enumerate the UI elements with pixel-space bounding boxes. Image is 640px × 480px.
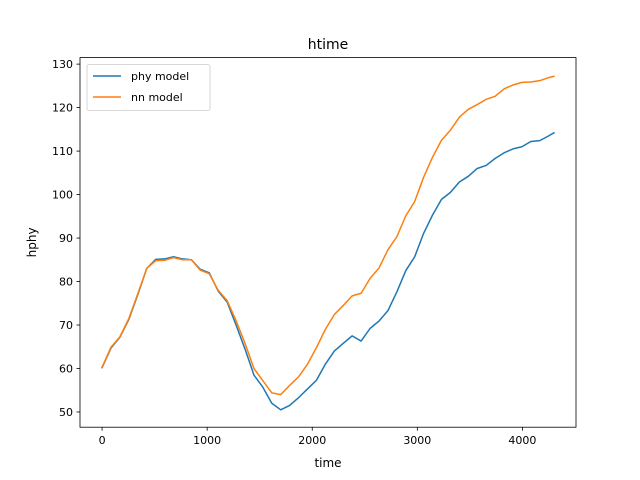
x-tick-label: 0	[99, 434, 106, 447]
series-line-phy-model	[101, 131, 555, 411]
x-tick-label: 4000	[508, 434, 536, 447]
y-tick-label: 100	[52, 189, 73, 202]
legend-label-nn-model: nn model	[131, 91, 183, 104]
y-tick-label: 90	[59, 232, 73, 245]
x-axis-label: time	[314, 456, 341, 470]
y-tick-label: 80	[59, 276, 73, 289]
x-tick-label: 2000	[298, 434, 326, 447]
y-tick-label: 50	[59, 406, 73, 419]
legend-label-phy-model: phy model	[131, 70, 189, 83]
x-tick-label: 1000	[193, 434, 221, 447]
y-tick-label: 110	[52, 145, 73, 158]
y-tick-label: 60	[59, 362, 73, 375]
legend: phy model nn model	[86, 64, 211, 111]
y-axis-label: hphy	[25, 227, 39, 257]
x-tick-label: 3000	[403, 434, 431, 447]
series-layer	[101, 75, 555, 411]
y-axis-ticks: 50 60 70 80 90 100 110 120 130	[52, 58, 80, 419]
series-line-nn-model	[101, 75, 555, 396]
x-axis-ticks: 0 1000 2000 3000 4000	[99, 427, 536, 447]
y-tick-label: 130	[52, 58, 73, 71]
plot-area-frame	[79, 57, 577, 428]
y-tick-label: 120	[52, 102, 73, 115]
chart-title: htime	[308, 37, 349, 53]
y-tick-label: 70	[59, 319, 73, 332]
